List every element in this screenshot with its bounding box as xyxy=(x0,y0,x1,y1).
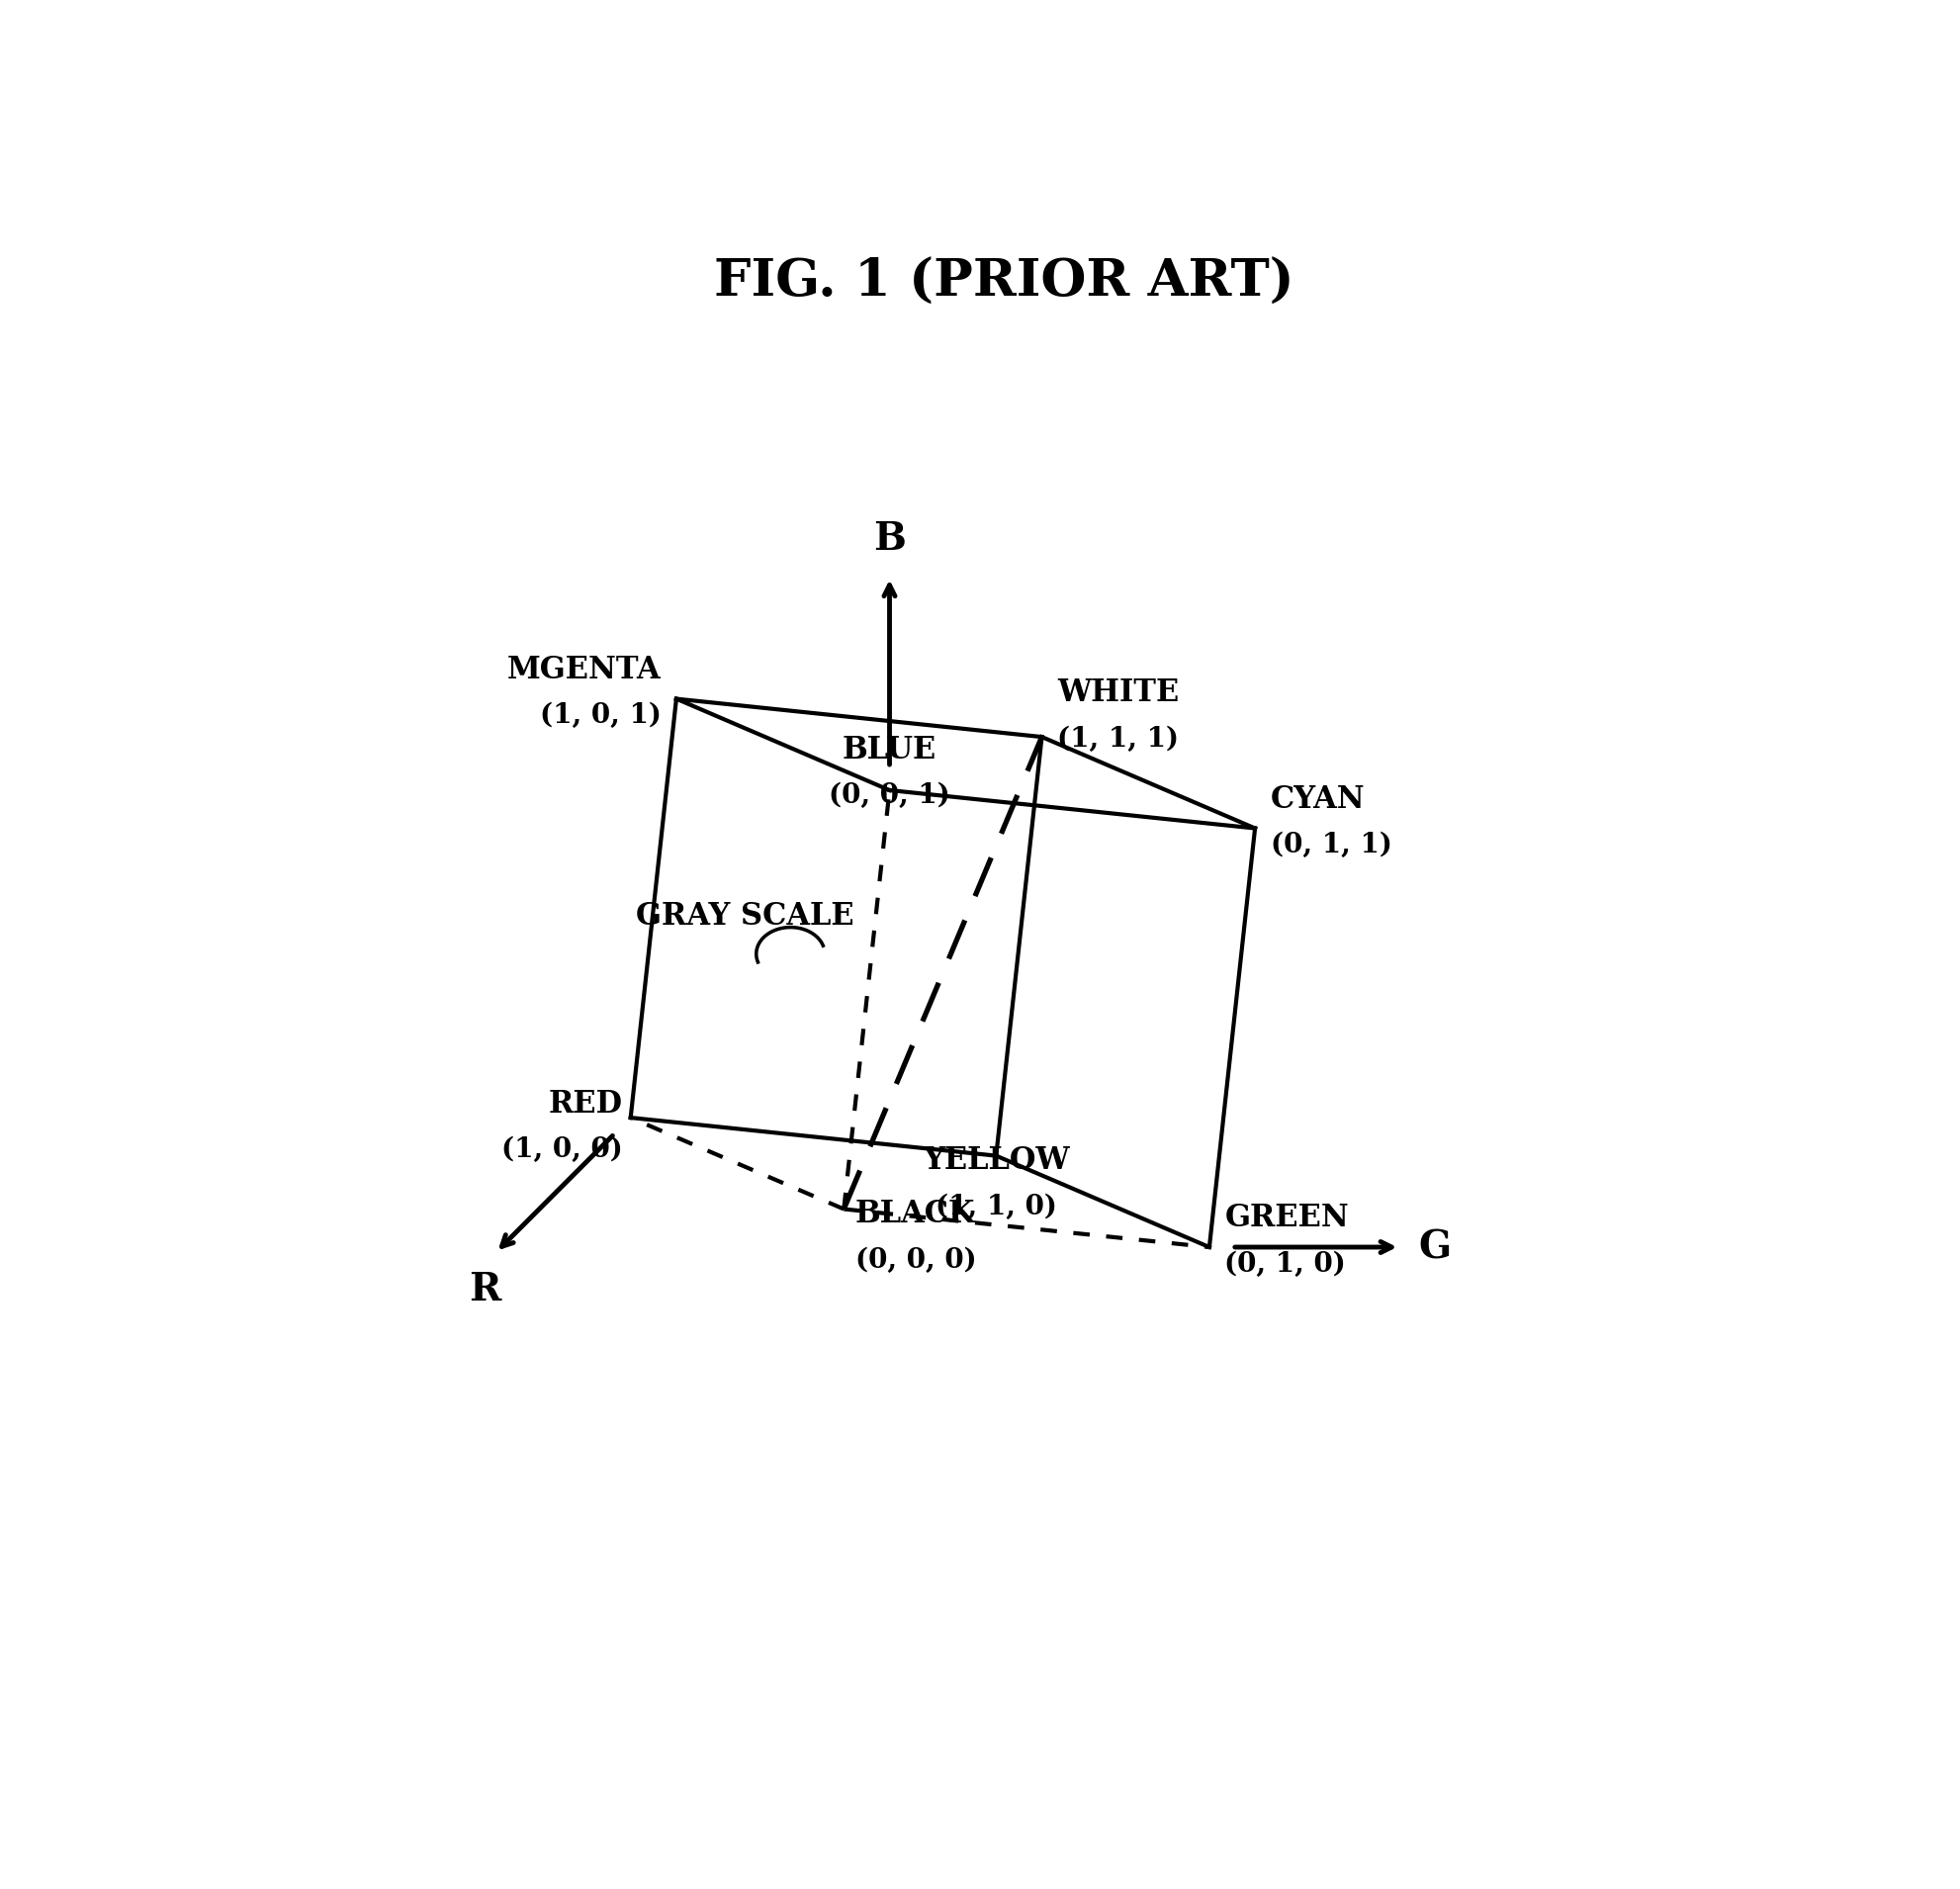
Text: CYAN: CYAN xyxy=(1270,784,1364,814)
Text: R: R xyxy=(468,1271,500,1309)
Text: (0, 0, 1): (0, 0, 1) xyxy=(829,782,951,808)
Text: FIG. 1 (PRIOR ART): FIG. 1 (PRIOR ART) xyxy=(715,257,1294,308)
Text: B: B xyxy=(874,519,906,557)
Text: (1, 0, 1): (1, 0, 1) xyxy=(539,703,661,729)
Text: GREEN: GREEN xyxy=(1225,1203,1348,1234)
Text: BLUE: BLUE xyxy=(843,735,937,765)
Text: GRAY SCALE: GRAY SCALE xyxy=(635,901,855,931)
Text: MGENTA: MGENTA xyxy=(508,654,661,686)
Text: RED: RED xyxy=(549,1088,623,1118)
Text: BLACK: BLACK xyxy=(855,1200,976,1230)
Text: (1, 0, 0): (1, 0, 0) xyxy=(502,1137,623,1164)
Text: (0, 1, 0): (0, 1, 0) xyxy=(1225,1251,1347,1277)
Text: (0, 1, 1): (0, 1, 1) xyxy=(1270,831,1392,859)
Text: (1, 1, 1): (1, 1, 1) xyxy=(1056,725,1178,752)
Text: (1, 1, 0): (1, 1, 0) xyxy=(935,1194,1056,1220)
Text: (0, 0, 0): (0, 0, 0) xyxy=(855,1247,976,1273)
Text: YELLOW: YELLOW xyxy=(923,1145,1070,1177)
Text: G: G xyxy=(1419,1228,1452,1266)
Text: WHITE: WHITE xyxy=(1056,678,1178,708)
